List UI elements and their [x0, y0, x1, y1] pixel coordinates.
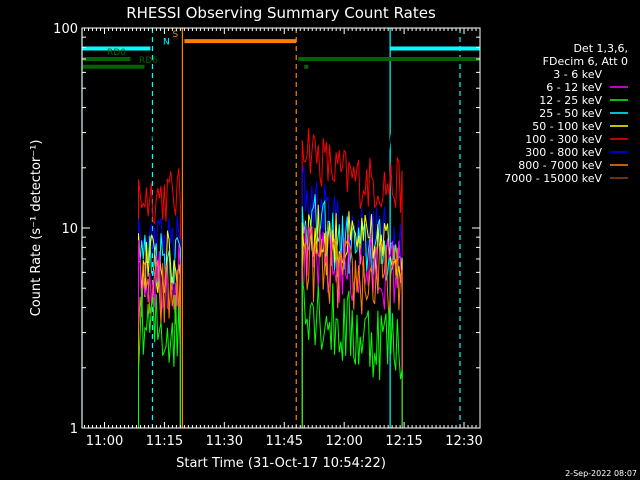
series-100-300kev-1 [301, 128, 403, 429]
y-tick-label: 100 [53, 22, 78, 37]
y-axis-label: Count Rate (s⁻¹ detector⁻¹) [29, 140, 44, 317]
y-tick-label: 1 [70, 422, 78, 437]
series-12-25kev-1 [301, 280, 403, 429]
legend-label-5: 100 - 300 keV [525, 133, 602, 146]
status-label-n: N [163, 37, 170, 47]
status-label-s: S [173, 30, 179, 40]
axes: 11:00 11:15 11:30 11:45 12:00 12:15 12:30 1 10 10… [53, 22, 483, 449]
x-tick-label: 11:00 [86, 434, 123, 449]
series-3-6kev-1 [301, 129, 403, 429]
series-800-7000kev-0 [138, 259, 181, 429]
legend-label-6: 300 - 800 keV [525, 146, 602, 159]
status-label-rd0: RD0 [107, 48, 126, 58]
x-axis-label: Start Time (31-Oct-17 10:54:22) [176, 456, 386, 471]
status-bars: NS RD0 RD6 [82, 30, 480, 69]
x-tick-label: 11:15 [146, 434, 183, 449]
series-group [138, 126, 403, 429]
legend-header-1: FDecim 6, Att 0 [543, 55, 628, 68]
legend-label-7: 800 - 7000 keV [518, 159, 602, 172]
legend-label-2: 12 - 25 keV [539, 94, 602, 107]
x-tick-label: 12:30 [445, 434, 482, 449]
legend-label-1: 6 - 12 keV [546, 81, 602, 94]
x-tick-label: 12:00 [325, 434, 362, 449]
legend-label-8: 7000 - 15000 keV [504, 172, 602, 185]
legend-header-0: Det 1,3,6, [573, 42, 628, 55]
chart-title: RHESSI Observing Summary Count Rates [126, 4, 436, 22]
legend-label-0: 3 - 6 keV [553, 68, 602, 81]
series-12-25kev-0 [138, 288, 181, 429]
legend-label-3: 25 - 50 keV [539, 107, 602, 120]
status-label-rd6: RD6 [139, 56, 158, 66]
series-100-300kev-0 [138, 168, 181, 429]
legend-label-4: 50 - 100 keV [532, 120, 602, 133]
x-tick-label: 11:30 [206, 434, 243, 449]
x-tick-label: 12:15 [385, 434, 422, 449]
footer-date: 2-Sep-2022 08:07 [565, 469, 637, 478]
series-3-6kev-0 [138, 126, 181, 429]
y-tick-label: 10 [61, 222, 78, 237]
x-tick-label: 11:45 [266, 434, 303, 449]
